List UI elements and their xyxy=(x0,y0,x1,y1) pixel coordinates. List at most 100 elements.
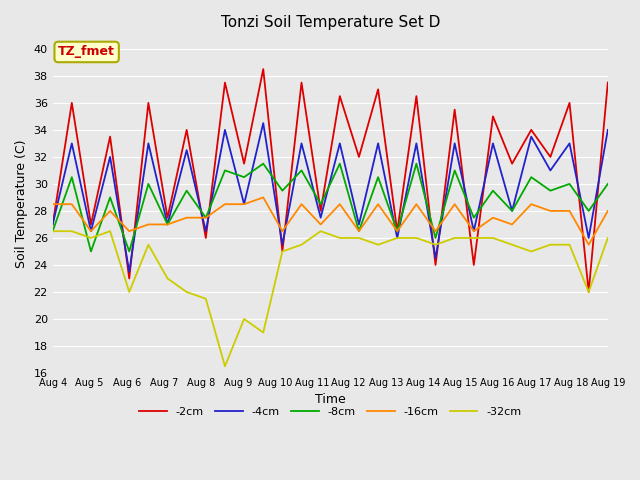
-2cm xyxy=(336,93,344,99)
Text: TZ_fmet: TZ_fmet xyxy=(58,46,115,59)
-2cm xyxy=(547,154,554,160)
-8cm xyxy=(336,161,344,167)
-2cm xyxy=(527,127,535,133)
-32cm xyxy=(432,242,440,248)
-2cm xyxy=(145,100,152,106)
Title: Tonzi Soil Temperature Set D: Tonzi Soil Temperature Set D xyxy=(221,15,440,30)
-8cm xyxy=(87,249,95,254)
-4cm xyxy=(68,141,76,146)
-32cm xyxy=(413,235,420,241)
-4cm xyxy=(336,141,344,146)
X-axis label: Time: Time xyxy=(315,394,346,407)
-16cm xyxy=(87,228,95,234)
-4cm xyxy=(317,215,324,221)
-32cm xyxy=(87,235,95,241)
-8cm xyxy=(394,228,401,234)
-16cm xyxy=(317,222,324,228)
-2cm xyxy=(413,93,420,99)
-32cm xyxy=(298,242,305,248)
-8cm xyxy=(547,188,554,193)
-2cm xyxy=(566,100,573,106)
-32cm xyxy=(125,289,133,295)
-32cm xyxy=(508,242,516,248)
-8cm xyxy=(317,201,324,207)
-4cm xyxy=(470,228,477,234)
-16cm xyxy=(566,208,573,214)
-2cm xyxy=(259,66,267,72)
-16cm xyxy=(336,201,344,207)
-4cm xyxy=(278,242,286,248)
-16cm xyxy=(164,222,172,228)
-16cm xyxy=(604,208,612,214)
-8cm xyxy=(278,188,286,193)
-4cm xyxy=(125,269,133,275)
-16cm xyxy=(145,222,152,228)
-32cm xyxy=(374,242,382,248)
-32cm xyxy=(604,235,612,241)
-16cm xyxy=(585,242,593,248)
-4cm xyxy=(585,235,593,241)
-16cm xyxy=(278,228,286,234)
-8cm xyxy=(125,249,133,254)
-8cm xyxy=(49,228,56,234)
-32cm xyxy=(527,249,535,254)
-4cm xyxy=(202,228,210,234)
-4cm xyxy=(394,235,401,241)
Line: -32cm: -32cm xyxy=(52,231,608,366)
-32cm xyxy=(145,242,152,248)
-2cm xyxy=(432,262,440,268)
-4cm xyxy=(221,127,228,133)
-2cm xyxy=(221,80,228,85)
-2cm xyxy=(49,222,56,228)
-8cm xyxy=(374,174,382,180)
-2cm xyxy=(317,208,324,214)
-2cm xyxy=(68,100,76,106)
-4cm xyxy=(49,222,56,228)
-4cm xyxy=(604,127,612,133)
-2cm xyxy=(240,161,248,167)
-16cm xyxy=(547,208,554,214)
-2cm xyxy=(374,86,382,92)
-16cm xyxy=(68,201,76,207)
-8cm xyxy=(432,235,440,241)
-32cm xyxy=(585,289,593,295)
-4cm xyxy=(527,134,535,140)
-32cm xyxy=(566,242,573,248)
-32cm xyxy=(106,228,114,234)
-8cm xyxy=(489,188,497,193)
-8cm xyxy=(259,161,267,167)
-16cm xyxy=(374,201,382,207)
-32cm xyxy=(394,235,401,241)
-2cm xyxy=(489,113,497,119)
-4cm xyxy=(508,208,516,214)
-8cm xyxy=(298,168,305,173)
-2cm xyxy=(604,80,612,85)
-8cm xyxy=(355,228,363,234)
-8cm xyxy=(585,208,593,214)
-16cm xyxy=(298,201,305,207)
-8cm xyxy=(106,194,114,200)
-16cm xyxy=(355,228,363,234)
-32cm xyxy=(336,235,344,241)
-16cm xyxy=(489,215,497,221)
-4cm xyxy=(240,201,248,207)
-4cm xyxy=(106,154,114,160)
-2cm xyxy=(278,249,286,254)
Line: -8cm: -8cm xyxy=(52,164,608,252)
-2cm xyxy=(183,127,191,133)
-32cm xyxy=(202,296,210,301)
-32cm xyxy=(355,235,363,241)
-16cm xyxy=(394,228,401,234)
-32cm xyxy=(183,289,191,295)
-8cm xyxy=(240,174,248,180)
-8cm xyxy=(183,188,191,193)
-16cm xyxy=(125,228,133,234)
Line: -2cm: -2cm xyxy=(52,69,608,292)
-4cm xyxy=(547,168,554,173)
-32cm xyxy=(547,242,554,248)
-4cm xyxy=(413,141,420,146)
-2cm xyxy=(451,107,458,112)
-16cm xyxy=(259,194,267,200)
Line: -4cm: -4cm xyxy=(52,123,608,272)
-4cm xyxy=(355,222,363,228)
